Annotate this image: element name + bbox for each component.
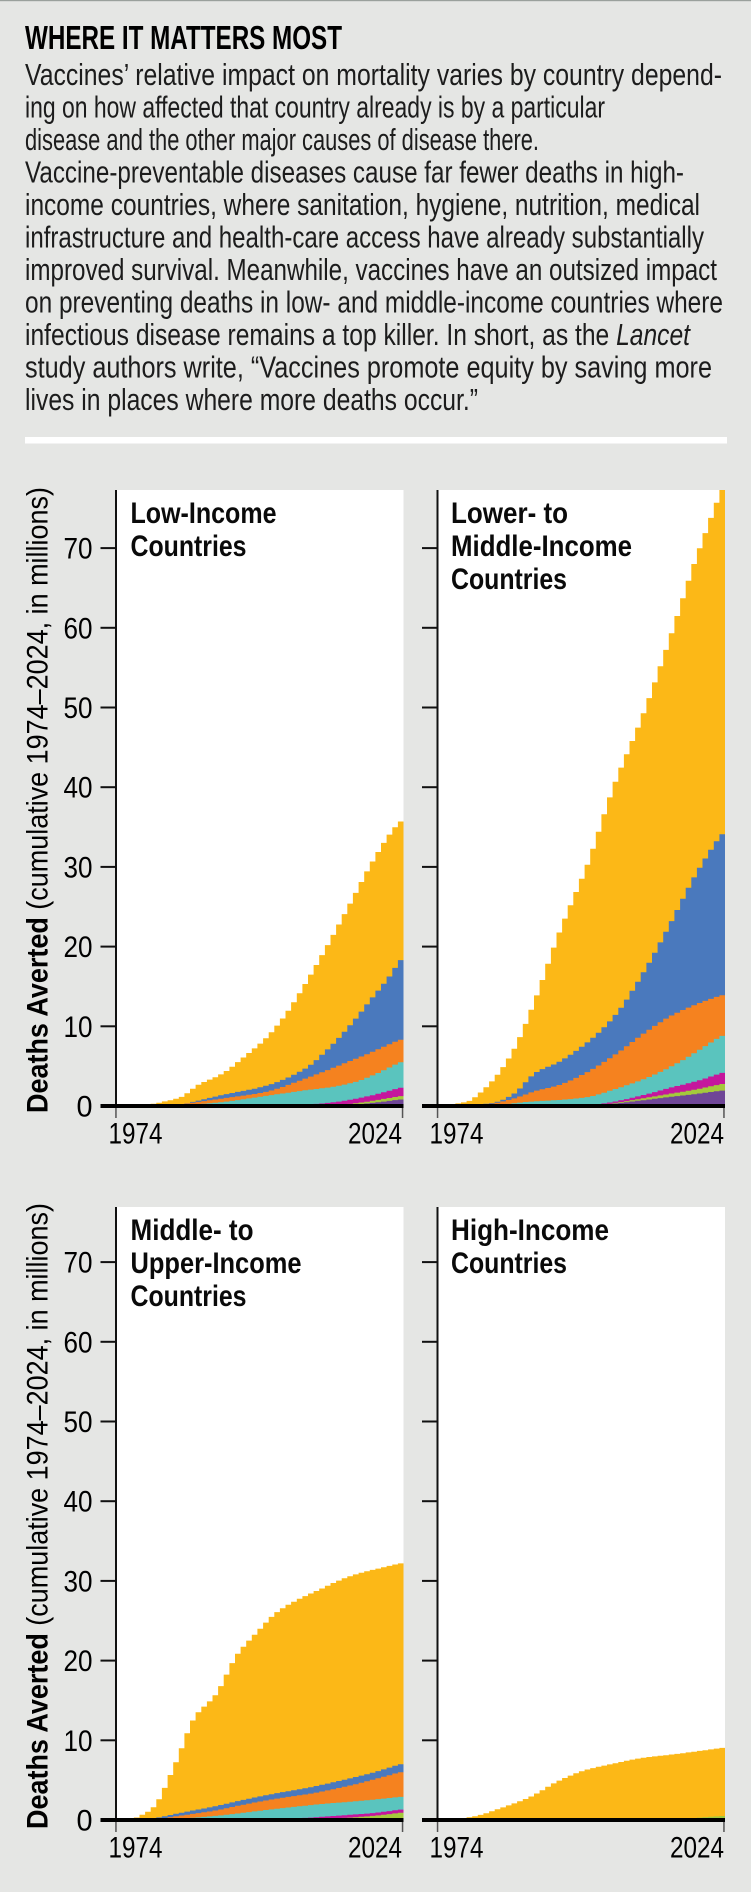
svg-text:Vaccine-preventable diseases c: Vaccine-preventable diseases cause far f… [25,155,684,190]
svg-text:Countries: Countries [451,1247,567,1280]
svg-text:income countries, where sanita: income countries, where sanitation, hygi… [25,187,700,222]
svg-text:10: 10 [64,1011,93,1044]
svg-text:infrastructure and health-care: infrastructure and health-care access ha… [25,220,704,255]
svg-text:Countries: Countries [451,563,567,596]
svg-text:improved survival. Meanwhile,: improved survival. Meanwhile, vaccines h… [25,252,717,287]
svg-text:40: 40 [64,772,93,805]
svg-text:2024: 2024 [670,1118,724,1151]
svg-text:1974: 1974 [430,1832,484,1865]
svg-text:0: 0 [77,1805,93,1838]
svg-text:Lower- to: Lower- to [451,497,568,530]
svg-text:1974: 1974 [430,1118,484,1151]
svg-text:lives in places where more dea: lives in places where more deaths occur.… [25,382,478,417]
svg-text:1974: 1974 [109,1118,163,1151]
svg-text:ing on how affected that count: ing on how affected that country already… [25,90,605,125]
svg-text:30: 30 [64,1565,93,1598]
svg-text:Countries: Countries [131,530,247,563]
svg-text:10: 10 [64,1725,93,1758]
svg-text:1974: 1974 [109,1832,163,1865]
svg-text:2024: 2024 [348,1118,402,1151]
svg-text:infectious disease remains a t: infectious disease remains a top killer.… [25,317,691,352]
svg-text:WHERE IT MATTERS MOST: WHERE IT MATTERS MOST [25,19,342,56]
svg-text:70: 70 [64,1247,93,1280]
svg-text:Countries: Countries [131,1280,247,1313]
svg-text:Upper-Income: Upper-Income [131,1247,302,1280]
svg-text:Vaccines’ relative impact on m: Vaccines’ relative impact on mortality v… [25,57,722,92]
svg-text:Middle- to: Middle- to [131,1214,254,1247]
svg-text:Deaths Averted (cumulative 197: Deaths Averted (cumulative 1974–2024, in… [22,487,55,1113]
svg-text:High-Income: High-Income [451,1214,609,1247]
svg-text:30: 30 [64,851,93,884]
svg-text:0: 0 [77,1091,93,1124]
svg-text:50: 50 [64,692,93,725]
svg-text:60: 60 [64,612,93,645]
svg-text:2024: 2024 [348,1832,402,1865]
svg-text:Low-Income: Low-Income [131,497,277,530]
svg-text:2024: 2024 [670,1832,724,1865]
svg-text:70: 70 [64,533,93,566]
svg-text:20: 20 [64,931,93,964]
svg-text:20: 20 [64,1645,93,1678]
svg-text:Deaths Averted (cumulative 197: Deaths Averted (cumulative 1974–2024, in… [22,1203,55,1829]
svg-text:40: 40 [64,1486,93,1519]
svg-text:50: 50 [64,1406,93,1439]
svg-text:disease and the other major ca: disease and the other major causes of di… [25,122,539,157]
svg-text:study authors write, “Vaccines: study authors write, “Vaccines promote e… [25,350,712,385]
svg-text:on preventing deaths in low- a: on preventing deaths in low- and middle-… [25,285,723,320]
svg-text:Middle-Income: Middle-Income [451,530,632,563]
svg-text:60: 60 [64,1326,93,1359]
